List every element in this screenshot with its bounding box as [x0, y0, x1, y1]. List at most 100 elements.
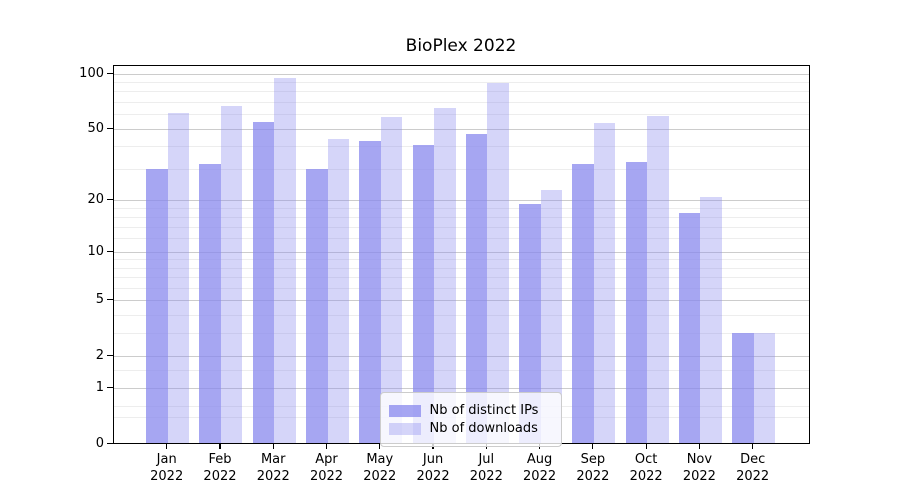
x-tick-year: 2022 — [523, 469, 557, 484]
x-tick-month: May — [366, 452, 394, 467]
x-tick-month: Oct — [634, 452, 658, 467]
legend-entry-distinct-ips: Nb of distinct IPs — [388, 403, 551, 418]
x-tick-mark — [325, 443, 328, 449]
minor-gridline — [113, 370, 809, 372]
bar-distinct-ips-feb — [199, 164, 221, 444]
minor-gridline — [113, 238, 809, 240]
x-tick-month: Jun — [422, 452, 444, 467]
x-tick-month: Sep — [580, 452, 606, 467]
x-tick-year: 2022 — [736, 469, 770, 484]
minor-gridline — [113, 82, 809, 84]
x-tick-label: Dec 2022 — [721, 451, 785, 485]
bar-downloads-jun — [434, 108, 456, 444]
bar-downloads-may — [380, 117, 403, 444]
x-tick-year: 2022 — [256, 469, 290, 484]
bar-distinct-ips-jun — [412, 144, 435, 444]
minor-gridline — [113, 267, 809, 269]
x-tick-label: Jan 2022 — [135, 451, 199, 485]
x-tick-year: 2022 — [309, 469, 344, 484]
bar-distinct-ips-oct — [625, 161, 648, 444]
minor-gridline — [113, 314, 809, 316]
x-tick-month: Jul — [478, 452, 495, 467]
minor-gridline — [113, 287, 809, 289]
bar-downloads-feb — [220, 106, 243, 444]
bar-distinct-ips-jul — [465, 133, 488, 444]
y-tick-mark — [106, 198, 113, 200]
bar-distinct-ips-aug — [519, 204, 541, 444]
x-tick-year: 2022 — [416, 469, 450, 484]
major-gridline — [113, 199, 809, 201]
x-tick-mark — [645, 443, 647, 449]
bar-downloads-oct — [647, 116, 669, 444]
bar-distinct-ips-may — [359, 140, 381, 444]
x-tick-month: Nov — [686, 452, 713, 467]
bar-distinct-ips-sep — [572, 164, 594, 444]
x-tick-label: Nov 2022 — [667, 451, 731, 485]
x-tick-month: Mar — [260, 452, 286, 467]
x-tick-year: 2022 — [629, 469, 663, 484]
major-gridline — [113, 73, 809, 75]
x-tick-label: Sep 2022 — [561, 451, 625, 485]
x-tick-mark — [219, 443, 221, 449]
legend-swatch-distinct-ips — [388, 404, 421, 417]
chart-title: BioPlex 2022 — [405, 36, 517, 56]
minor-gridline — [113, 277, 809, 279]
legend-swatch-downloads — [388, 422, 421, 435]
x-tick-mark — [698, 443, 700, 449]
bar-downloads-apr — [327, 139, 349, 444]
x-tick-month: Aug — [526, 452, 553, 467]
legend-entry-downloads: Nb of downloads — [388, 421, 551, 436]
x-tick-label: Oct 2022 — [614, 451, 678, 485]
minor-gridline — [113, 91, 809, 93]
x-tick-year: 2022 — [576, 469, 610, 484]
y-tick-mark — [106, 72, 113, 74]
y-tick-mark — [106, 250, 113, 252]
x-tick-month: Dec — [740, 452, 766, 467]
y-tick-mark — [106, 299, 113, 301]
major-gridline — [113, 128, 809, 130]
y-tick-label: 1 — [95, 380, 104, 396]
minor-gridline — [113, 168, 809, 170]
legend-label-distinct-ips: Nb of distinct IPs — [429, 403, 539, 418]
bar-downloads-nov — [700, 196, 722, 444]
bar-distinct-ips-nov — [678, 212, 701, 444]
x-tick-label: Jun 2022 — [401, 451, 465, 485]
y-tick-mark — [106, 387, 113, 389]
x-tick-year: 2022 — [363, 469, 397, 484]
bar-distinct-ips-apr — [306, 169, 328, 444]
bar-distinct-ips-mar — [252, 121, 275, 444]
x-tick-label: Aug 2022 — [508, 451, 572, 485]
y-tick-label: 100 — [79, 65, 104, 81]
x-tick-label: Apr 2022 — [295, 451, 359, 485]
y-tick-label: 50 — [87, 120, 104, 136]
minor-gridline — [113, 114, 809, 116]
x-tick-mark — [379, 443, 381, 449]
minor-gridline — [113, 332, 809, 334]
minor-gridline — [113, 226, 809, 228]
minor-gridline — [113, 146, 809, 148]
x-tick-mark — [166, 443, 168, 449]
x-tick-month: Jan — [156, 452, 177, 467]
x-tick-year: 2022 — [150, 469, 184, 484]
bar-downloads-jul — [487, 82, 509, 444]
x-tick-label: May 2022 — [348, 451, 412, 485]
x-tick-mark — [592, 443, 594, 449]
minor-gridline — [113, 207, 809, 209]
y-tick-label: 10 — [87, 243, 104, 259]
x-tick-label: Feb 2022 — [188, 451, 252, 485]
minor-gridline — [113, 216, 809, 218]
plot-area: Nb of distinct IPs Nb of downloads — [112, 65, 810, 447]
bar-downloads-sep — [593, 123, 616, 444]
x-tick-year: 2022 — [203, 469, 237, 484]
major-gridline — [113, 355, 809, 357]
x-tick-year: 2022 — [682, 469, 716, 484]
bar-downloads-mar — [274, 78, 296, 444]
minor-gridline — [113, 102, 809, 104]
bar-distinct-ips-dec — [732, 333, 754, 444]
major-gridline — [113, 300, 809, 302]
y-tick-mark — [106, 442, 113, 445]
minor-gridline — [113, 259, 809, 261]
major-gridline — [113, 251, 809, 253]
legend: Nb of distinct IPs Nb of downloads — [379, 392, 562, 447]
